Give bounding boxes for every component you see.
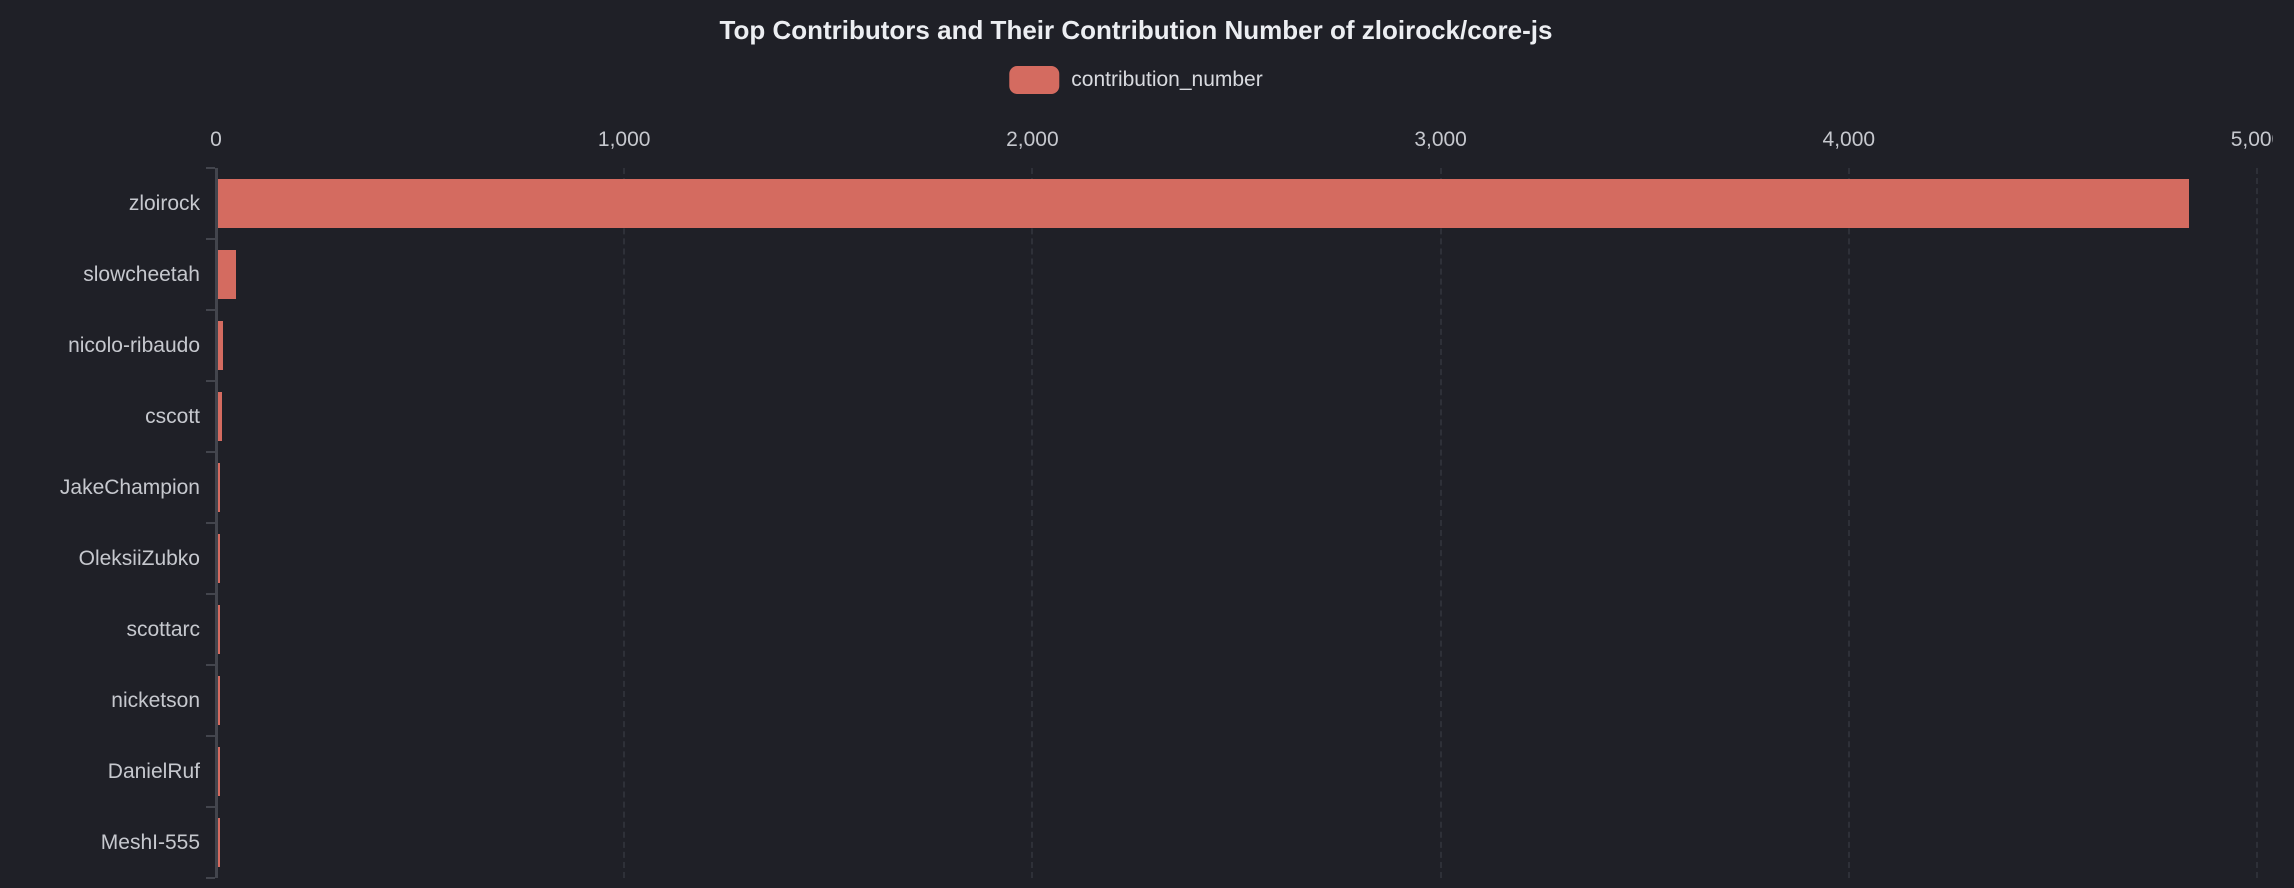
y-axis-tick [206, 664, 215, 666]
y-axis-tick [206, 522, 215, 524]
gridline [1847, 168, 1850, 878]
bar[interactable] [218, 605, 221, 654]
gridline [1439, 168, 1442, 878]
y-axis-tick [206, 451, 215, 453]
bar[interactable] [218, 676, 221, 725]
legend-swatch-icon [1009, 66, 1060, 94]
y-axis-label: zloirock [128, 191, 200, 215]
y-axis-tick [206, 309, 215, 311]
y-axis-label: DanielRuf [107, 759, 200, 783]
x-axis-tick-label: 5,000 [2230, 128, 2273, 151]
y-axis-line [215, 168, 218, 878]
y-axis-label: MeshI-555 [100, 830, 200, 854]
x-axis-tick-label: 1,000 [597, 128, 651, 151]
bar[interactable] [218, 392, 223, 441]
y-axis-tick [206, 380, 215, 382]
bar[interactable] [218, 250, 236, 299]
x-axis-tick-label: 4,000 [1822, 128, 1876, 151]
legend-label: contribution_number [1071, 68, 1263, 91]
bar[interactable] [218, 534, 221, 583]
y-axis-label: slowcheetah [83, 262, 200, 286]
y-axis-tick [206, 238, 215, 240]
gridline [1031, 168, 1034, 878]
gridline [623, 168, 626, 878]
bar[interactable] [218, 321, 223, 370]
bar[interactable] [218, 747, 220, 796]
bar[interactable] [218, 179, 2190, 228]
y-axis-label: OleksiiZubko [78, 546, 200, 570]
bar[interactable] [218, 818, 220, 867]
bar[interactable] [218, 463, 221, 512]
y-axis-tick [206, 593, 215, 595]
y-axis-label: scottarc [126, 617, 200, 641]
y-axis-label: nicolo-ribaudo [68, 333, 200, 357]
x-axis-tick-label: 0 [210, 128, 222, 151]
y-axis-tick [206, 167, 215, 169]
y-axis-tick [206, 735, 215, 737]
y-axis-label: JakeChampion [59, 475, 200, 499]
y-axis-label: cscott [145, 404, 200, 428]
chart-title: Top Contributors and Their Contribution … [719, 15, 1553, 45]
x-axis-tick-label: 3,000 [1414, 128, 1467, 151]
y-axis-tick [206, 877, 215, 879]
y-axis-tick [206, 806, 215, 808]
gridline [2256, 168, 2258, 878]
y-axis-label: nicketson [111, 688, 200, 712]
x-axis-tick-label: 2,000 [1006, 128, 1059, 151]
legend[interactable]: contribution_number [1009, 66, 1263, 94]
